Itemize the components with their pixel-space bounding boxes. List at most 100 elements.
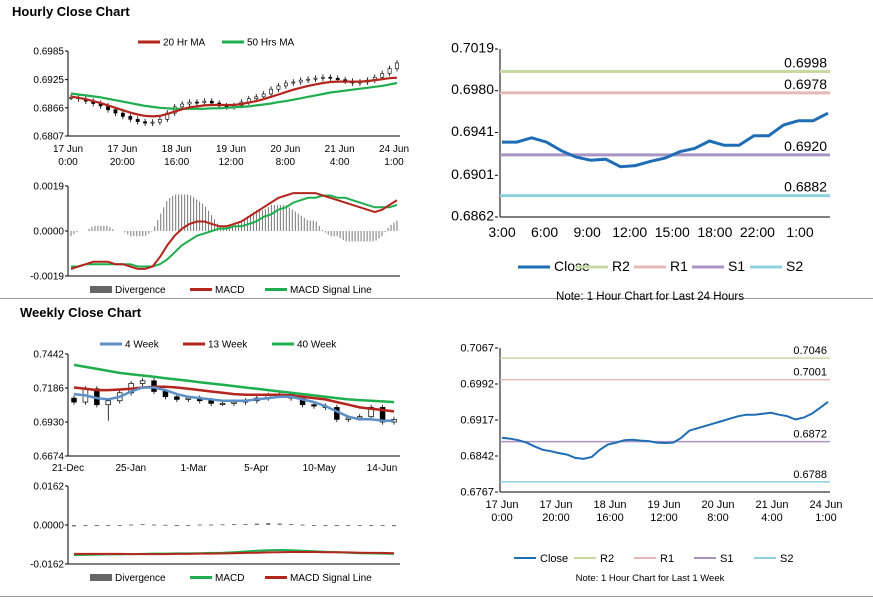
weekly-pivot-legend-s1-label: S1 xyxy=(720,553,733,565)
hourly-candle xyxy=(254,96,259,100)
weekly-pivot-legend-close-label: Close xyxy=(540,553,568,565)
weekly-price-x-tick: 14-Jun xyxy=(367,463,398,473)
hourly-candle xyxy=(187,101,192,105)
weekly-divergence-bar xyxy=(232,524,236,526)
weekly-divergence-bar xyxy=(254,523,259,525)
weekly-pivot-chart: 0.7067 0.6992 0.6917 0.6842 0.6767 0.7046 0.70… xyxy=(460,343,842,585)
weekly-candle xyxy=(208,400,214,404)
weekly-price-x-tick: 21-Dec xyxy=(52,463,84,473)
weekly-divergence-bar xyxy=(106,525,111,526)
hourly-candle xyxy=(113,109,118,114)
weekly-pivot-legend-s2-label: S2 xyxy=(780,553,793,565)
weekly-pivot-x-tick-date: 19 Jun xyxy=(647,499,680,511)
weekly-pivot-level-label-s1: 0.6872 xyxy=(793,429,827,441)
hourly-pivot-legend-r1-label: R1 xyxy=(670,258,688,274)
weekly-candle xyxy=(71,397,77,403)
hourly-price-x-tick-date: 17 Jun xyxy=(107,144,137,155)
weekly-pivot-x-tick-time: 0:00 xyxy=(491,512,512,524)
weekly-candle xyxy=(299,397,306,406)
hourly-pivot-legend-s1-label: S1 xyxy=(728,258,745,274)
weekly-price-x-tick: 5-Apr xyxy=(244,463,269,473)
hourly-ma50-line xyxy=(70,81,398,110)
hourly-legend-signal-label: MACD Signal Line xyxy=(290,285,372,296)
hourly-candle xyxy=(321,76,325,79)
hourly-pivot-y-tick: 0.6901 xyxy=(451,166,494,182)
bottom-divider xyxy=(0,596,873,597)
weekly-divergence-bar xyxy=(380,525,385,526)
weekly-divergence-bar xyxy=(83,525,88,526)
weekly-pivot-y-tick: 0.7067 xyxy=(460,343,494,355)
hourly-candle xyxy=(195,101,199,104)
hourly-candle xyxy=(313,77,318,80)
weekly-pivot-x-tick-date: 17 Jun xyxy=(485,499,518,511)
hourly-price-x-tick-date: 17 Jun xyxy=(53,144,83,155)
weekly-divergence-bar xyxy=(72,525,76,527)
weekly-pivot-y-tick: 0.6992 xyxy=(460,379,494,391)
weekly-price-y-tick: 0.7186 xyxy=(33,384,64,395)
weekly-divergence-bar xyxy=(369,525,374,526)
weekly-divergence-bar xyxy=(117,525,122,526)
weekly-legend-13-week-label: 13 Week xyxy=(208,340,248,351)
hourly-pivot-x-tick: 1:00 xyxy=(786,224,813,240)
weekly-pivot-x-tick-date: 21 Jun xyxy=(755,499,788,511)
weekly-legend-40-week-label: 40 Week xyxy=(297,340,337,351)
weekly-pivot-x-tick-date: 20 Jun xyxy=(701,499,734,511)
hourly-pivot-y-tick: 0.7019 xyxy=(451,40,494,56)
hourly-price-x-tick-date: 24 Jun xyxy=(379,144,409,155)
weekly-divergence-bar xyxy=(94,525,99,526)
weekly-price-x-tick: 25-Jan xyxy=(116,463,147,473)
hourly-candle xyxy=(150,121,155,124)
hourly-legend-divergence-label: Divergence xyxy=(115,285,166,296)
hourly-price-x-tick-date: 18 Jun xyxy=(162,144,192,155)
weekly-divergence-bar xyxy=(152,524,156,526)
weekly-candle xyxy=(174,396,180,400)
hourly-pivot-level-label-r2: 0.6998 xyxy=(784,54,827,70)
hourly-price-x-tick-time: 12:00 xyxy=(218,157,243,168)
hourly-candle xyxy=(180,103,185,108)
hourly-price-y-tick: 0.6807 xyxy=(33,132,64,143)
weekly-pivot-close-line xyxy=(501,401,829,460)
weekly-4-week-line xyxy=(73,386,394,422)
weekly-legend-divergence-swatch xyxy=(90,574,112,581)
weekly-pivot-x-tick-date: 17 Jun xyxy=(539,499,572,511)
hourly-price-x-tick-time: 0:00 xyxy=(58,157,78,168)
hourly-price-x-tick-time: 1:00 xyxy=(384,157,404,168)
weekly-divergence-bar xyxy=(323,525,328,526)
weekly-pivot-x-tick-time: 12:00 xyxy=(650,512,678,524)
weekly-divergence-bar xyxy=(174,525,179,526)
hourly-price-x-tick-date: 21 Jun xyxy=(325,144,355,155)
hourly-price-x-tick-date: 20 Jun xyxy=(270,144,300,155)
weekly-macd-y-tick: 0.0000 xyxy=(33,521,64,532)
hourly-macd-signal-line xyxy=(71,194,398,268)
hourly-pivot-x-tick: 22:00 xyxy=(740,224,775,240)
hourly-pivot-x-tick: 18:00 xyxy=(697,224,732,240)
hourly-pivot-x-tick: 12:00 xyxy=(612,224,647,240)
weekly-divergence-bar xyxy=(209,524,214,526)
hourly-candle xyxy=(276,85,281,90)
weekly-pivot-x-tick-time: 8:00 xyxy=(707,512,728,524)
hourly-legend-ma50-label: 50 Hrs MA xyxy=(247,38,295,49)
hourly-candle xyxy=(283,82,288,87)
hourly-candle xyxy=(143,121,147,124)
hourly-legend-macd-label: MACD xyxy=(215,285,244,296)
weekly-pivot-level-label-r1: 0.7001 xyxy=(793,367,827,379)
hourly-price-y-tick: 0.6925 xyxy=(33,75,64,86)
hourly-pivot-legend-close-label: Close xyxy=(554,258,590,274)
weekly-candle xyxy=(231,401,237,404)
hourly-candle xyxy=(335,77,340,80)
hourly-candle xyxy=(395,62,399,69)
weekly-divergence-bar xyxy=(357,525,362,526)
hourly-pivot-y-tick: 0.6862 xyxy=(451,208,494,224)
weekly-divergence-bar xyxy=(197,524,202,526)
weekly-divergence-bar xyxy=(266,523,271,525)
hourly-pivot-level-label-s1: 0.6920 xyxy=(784,138,827,154)
weekly-divergence-bar xyxy=(289,524,294,526)
weekly-pivot-note: Note: 1 Hour Chart for Last 1 Week xyxy=(576,573,725,584)
hourly-macd-line xyxy=(70,192,398,270)
hourly-price-y-tick: 0.6866 xyxy=(33,103,64,114)
hourly-pivot-legend-s2-label: S2 xyxy=(786,258,803,274)
hourly-candle xyxy=(298,79,303,83)
weekly-candle xyxy=(379,407,386,423)
hourly-pivot-x-tick: 15:00 xyxy=(655,224,690,240)
